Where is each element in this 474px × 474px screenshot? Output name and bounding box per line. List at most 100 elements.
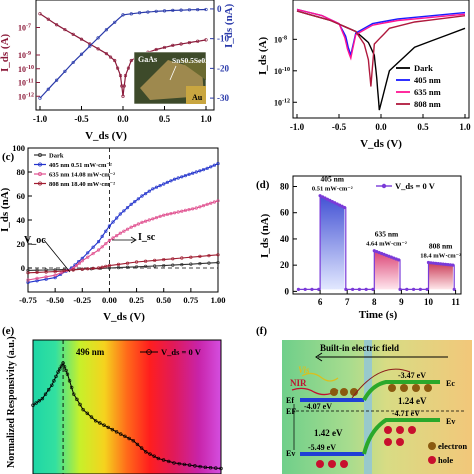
- hole: [340, 460, 348, 468]
- c-point: [171, 257, 175, 261]
- c-point: [212, 200, 216, 204]
- e-point: [135, 442, 140, 447]
- a-linear-point: [171, 8, 175, 13]
- nir-label: NIR: [290, 378, 307, 388]
- c-point: [96, 248, 101, 252]
- hole-label: hole: [438, 455, 453, 465]
- d-point: [344, 287, 348, 292]
- electron: [388, 384, 396, 392]
- e-point: [34, 401, 38, 405]
- d-pulse-power: 18.4 mW·cm⁻²: [420, 253, 461, 260]
- panel-d-frame: [292, 175, 462, 295]
- c-point: [205, 202, 209, 206]
- e-point: [37, 399, 41, 403]
- c-point: [162, 213, 166, 217]
- junction: [364, 340, 372, 474]
- a-log-point: [179, 42, 183, 46]
- a-linear-point: [113, 20, 117, 24]
- c-point: [53, 270, 57, 274]
- c-xtick-label: -0.75: [19, 295, 37, 305]
- c-point: [133, 224, 137, 228]
- c-point: [26, 271, 30, 275]
- a-linear-point: [162, 9, 167, 13]
- c-point: [209, 165, 213, 169]
- panel-d-legend: V_ds = 0 V: [376, 181, 436, 191]
- e-point: [52, 379, 56, 383]
- electron: [330, 388, 338, 396]
- a-log-point: [162, 45, 167, 50]
- e-point: [161, 458, 166, 462]
- d-point: [380, 251, 384, 256]
- e-point: [85, 411, 90, 416]
- d-point: [397, 258, 401, 262]
- d-point: [330, 199, 334, 204]
- b-series-2: [296, 8, 466, 61]
- band-bg: [282, 340, 472, 474]
- c-ytick-label: 80: [17, 167, 26, 177]
- e-point: [40, 396, 45, 401]
- c-point: [44, 275, 48, 279]
- c-point: [74, 264, 79, 268]
- panel-b-iv-curves: -1.0 -0.5 0.0 0.5 1.0 10-8 10-10 10-12 Dark 405 …: [257, 0, 471, 150]
- ev-left-label: Ev: [286, 449, 295, 458]
- c-point: [104, 229, 108, 233]
- e-point: [182, 462, 187, 467]
- c-point: [171, 263, 175, 267]
- c-point: [115, 216, 119, 220]
- c-xtick-label: -0.50: [46, 295, 64, 305]
- c-xtick-label: 1.00: [211, 295, 226, 305]
- c-point: [100, 245, 104, 249]
- panel-e-peak-label: 496 nm: [76, 347, 105, 357]
- c-point: [104, 242, 108, 246]
- electron-legend-dot: [428, 442, 436, 450]
- left-ev-band: [300, 452, 364, 456]
- d-ytick-label: 40: [280, 234, 290, 244]
- c-legend-label: 405 nm 0.51 mW·cm⁻²: [49, 162, 112, 169]
- c-point: [116, 262, 121, 267]
- c-point: [176, 176, 180, 180]
- c-point: [86, 251, 90, 255]
- a-linear-point: [187, 8, 191, 12]
- e-point: [65, 372, 70, 376]
- d-point: [364, 287, 368, 292]
- d-xtick-label: 6: [318, 297, 323, 307]
- panel-d-xlabel: Time (s): [359, 309, 398, 321]
- a-linear-point: [154, 9, 158, 13]
- e-point: [43, 392, 48, 396]
- c-point: [111, 220, 115, 224]
- e-point: [198, 464, 202, 469]
- d-point: [382, 252, 386, 257]
- panel-c-legend: Dark 405 nm 0.51 mW·cm⁻² 635 nm 14.08 mW·c…: [34, 153, 115, 188]
- hole: [408, 426, 416, 434]
- electron: [424, 384, 432, 392]
- c-point: [216, 199, 220, 203]
- c-legend-marker: [38, 153, 42, 157]
- c-point: [180, 175, 184, 179]
- c-legend-label: 808 nm 18.40 mW·cm⁻²: [49, 181, 115, 188]
- d-pulse-power: 4.64 mW·cm⁻²: [366, 241, 407, 248]
- panel-c-voc-label: V_oc: [24, 235, 46, 246]
- c-legend-label: Dark: [49, 153, 64, 160]
- d-xtick-label: 7: [345, 297, 350, 307]
- d-point: [377, 250, 381, 255]
- d-ytick-label: 80: [280, 181, 290, 191]
- c-xtick-label: -0.25: [73, 295, 91, 305]
- c-point: [134, 265, 139, 269]
- c-point: [201, 204, 206, 208]
- b-xtick-label: -0.5: [332, 122, 347, 132]
- a-ytick-right-label: 0: [217, 4, 222, 14]
- e-point: [89, 415, 94, 419]
- c-point: [144, 264, 148, 269]
- vis-label: Vis: [298, 365, 310, 375]
- c-point: [129, 225, 133, 229]
- a-log-point: [129, 58, 133, 63]
- c-point: [122, 209, 126, 213]
- b-xtick-label: 0.0: [375, 122, 387, 132]
- a-linear-point: [196, 8, 200, 12]
- c-point: [165, 212, 169, 216]
- c-point: [71, 268, 75, 272]
- d-point: [451, 263, 455, 267]
- a-linear-point: [121, 13, 125, 17]
- vis-wave: [301, 372, 339, 382]
- a-log-point: [196, 39, 200, 43]
